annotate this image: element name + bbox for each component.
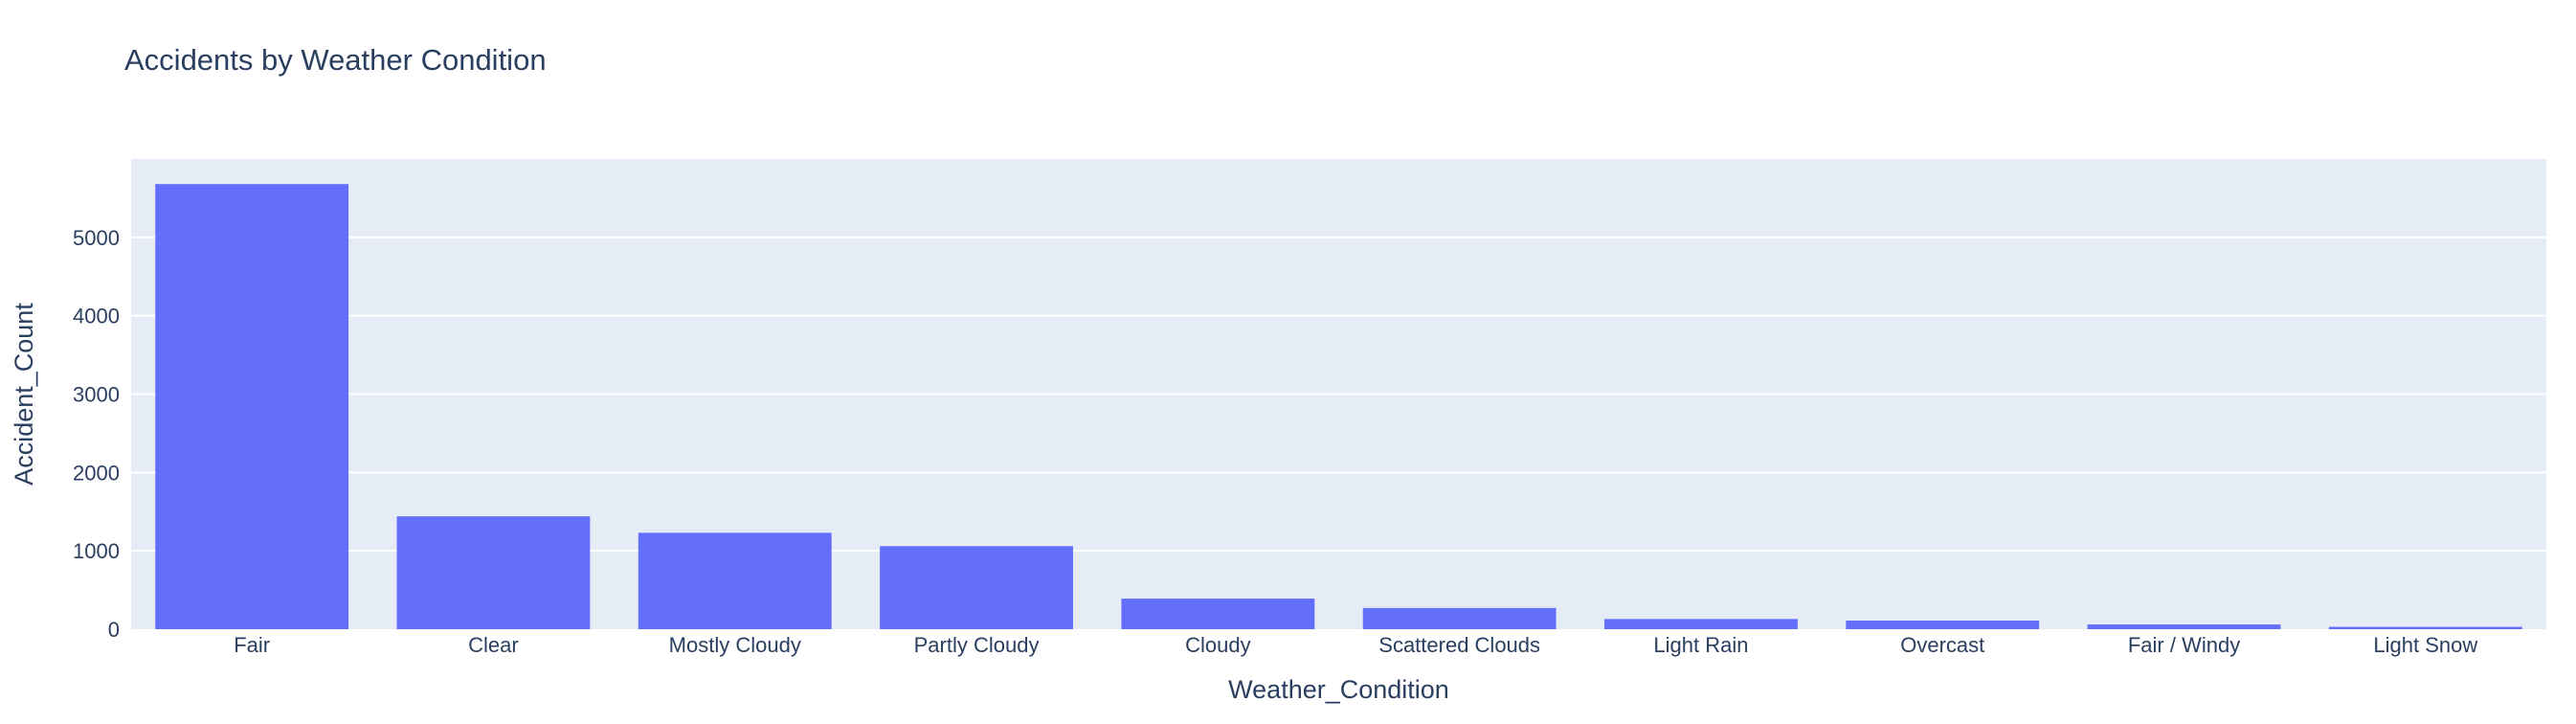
x-tick-label: Partly Cloudy: [914, 633, 1040, 657]
x-tick-label: Cloudy: [1185, 633, 1250, 657]
bar-light-rain: [1604, 619, 1798, 629]
y-tick-label: 1000: [73, 539, 120, 563]
bar-fair: [155, 184, 349, 630]
x-tick-label: Fair: [234, 633, 270, 657]
bar-mostly-cloudy: [638, 532, 832, 629]
y-tick-label: 5000: [73, 226, 120, 250]
bar-overcast: [1846, 620, 2040, 629]
bar-partly-cloudy: [880, 546, 1073, 629]
x-tick-label: Mostly Cloudy: [669, 633, 801, 657]
y-tick-label: 3000: [73, 383, 120, 407]
y-axis-title: Accident_Count: [10, 303, 38, 486]
bar-clear: [396, 516, 591, 629]
y-tick-label: 2000: [73, 461, 120, 485]
x-tick-label: Scattered Clouds: [1378, 633, 1540, 657]
x-tick-label: Clear: [468, 633, 519, 657]
bar-scattered-clouds: [1362, 607, 1557, 629]
bar-fair-windy: [2087, 624, 2281, 629]
bar-cloudy: [1121, 599, 1315, 629]
x-tick-label: Light Snow: [2373, 633, 2477, 657]
x-tick-label: Overcast: [1900, 633, 1984, 657]
x-tick-label: Light Rain: [1653, 633, 1748, 657]
bars: [155, 184, 2522, 630]
y-axis-ticks: 0 1000 2000 3000 4000 5000: [73, 226, 120, 642]
x-tick-label: Fair / Windy: [2128, 633, 2240, 657]
x-axis-title: Weather_Condition: [1228, 675, 1449, 704]
chart-title: Accidents by Weather Condition: [124, 43, 547, 77]
bar-light-snow: [2328, 626, 2522, 629]
x-axis-ticks: Fair Clear Mostly Cloudy Partly Cloudy Cloud…: [234, 633, 2477, 657]
y-tick-label: 0: [108, 618, 120, 642]
y-tick-label: 4000: [73, 305, 120, 328]
